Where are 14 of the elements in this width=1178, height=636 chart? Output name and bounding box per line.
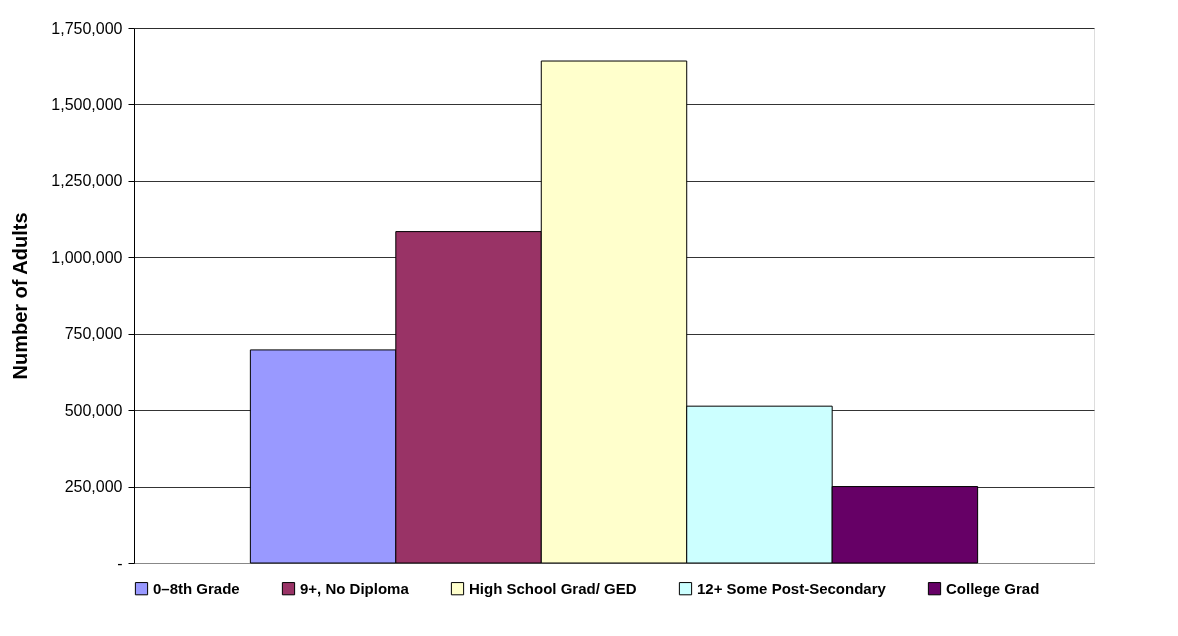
y-tick-label: 1,250,000 (51, 172, 123, 190)
y-tick-label: 250,000 (64, 478, 123, 496)
y-tick-label: 1,750,000 (51, 19, 123, 37)
legend-label: 0–8th Grade (153, 579, 240, 597)
y-tick-label: 750,000 (64, 325, 123, 343)
y-tick-label: 1,000,000 (51, 248, 123, 266)
legend-label: College Grad (946, 579, 1040, 597)
y-tick-label: - (117, 554, 123, 572)
y-tick-label: 1,500,000 (51, 95, 123, 113)
y-axis-title: Number of Adults (9, 212, 32, 380)
legend-label: High School Grad/ GED (469, 579, 637, 597)
legend-label: 9+, No Diploma (300, 579, 410, 597)
legend-label: 12+ Some Post-Secondary (697, 579, 887, 597)
y-tick-label: 500,000 (64, 401, 123, 419)
